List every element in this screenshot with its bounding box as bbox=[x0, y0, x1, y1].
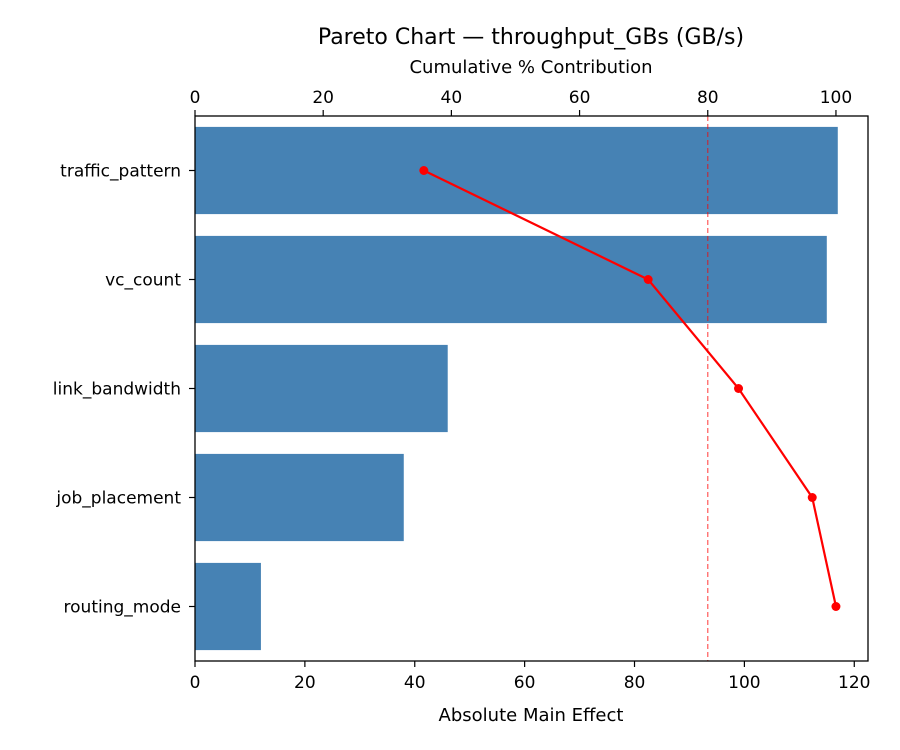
bar-job_placement bbox=[195, 453, 404, 542]
y-tick-label-job_placement: job_placement bbox=[55, 489, 181, 509]
x-tick-label-40: 40 bbox=[404, 673, 426, 693]
x2-tick-label-60: 60 bbox=[569, 88, 591, 108]
x-tick-label-60: 60 bbox=[514, 673, 536, 693]
bar-vc_count bbox=[195, 235, 827, 324]
cumulative-point-job_placement bbox=[807, 493, 817, 502]
x2-tick-label-40: 40 bbox=[441, 88, 463, 108]
bar-link_bandwidth bbox=[195, 344, 448, 433]
x2-tick-label-0: 0 bbox=[190, 88, 201, 108]
x-tick-label-120: 120 bbox=[838, 673, 870, 693]
y-tick-label-traffic_pattern: traffic_pattern bbox=[60, 162, 181, 182]
y-tick-label-routing_mode: routing_mode bbox=[64, 598, 181, 618]
x-tick-label-20: 20 bbox=[294, 673, 316, 693]
bar-series bbox=[195, 126, 838, 651]
cumulative-point-link_bandwidth bbox=[734, 384, 744, 393]
bottom-x-axis: 0 20 40 60 80 100 120 bbox=[190, 661, 870, 693]
top-axis-label: Cumulative % Contribution bbox=[409, 57, 652, 78]
bottom-axis-label: Absolute Main Effect bbox=[439, 705, 624, 726]
x-tick-label-80: 80 bbox=[624, 673, 646, 693]
x-tick-label-0: 0 bbox=[190, 673, 201, 693]
x2-tick-label-100: 100 bbox=[820, 88, 852, 108]
y-tick-label-link_bandwidth: link_bandwidth bbox=[53, 380, 181, 400]
cumulative-series bbox=[419, 166, 841, 611]
x2-tick-label-20: 20 bbox=[312, 88, 334, 108]
x2-tick-label-80: 80 bbox=[697, 88, 719, 108]
bar-routing_mode bbox=[195, 562, 261, 651]
chart-title: Pareto Chart — throughput_GBs (GB/s) bbox=[318, 25, 744, 50]
cumulative-point-routing_mode bbox=[831, 602, 841, 611]
y-tick-label-vc_count: vc_count bbox=[105, 271, 181, 291]
top-x-axis: 0 20 40 60 80 100 bbox=[190, 88, 852, 116]
cumulative-point-traffic_pattern bbox=[419, 166, 429, 175]
bar-traffic_pattern bbox=[195, 126, 838, 215]
x-tick-label-100: 100 bbox=[728, 673, 760, 693]
cumulative-point-vc_count bbox=[643, 275, 653, 284]
y-axis: traffic_pattern vc_count link_bandwidthjob… bbox=[53, 162, 195, 618]
